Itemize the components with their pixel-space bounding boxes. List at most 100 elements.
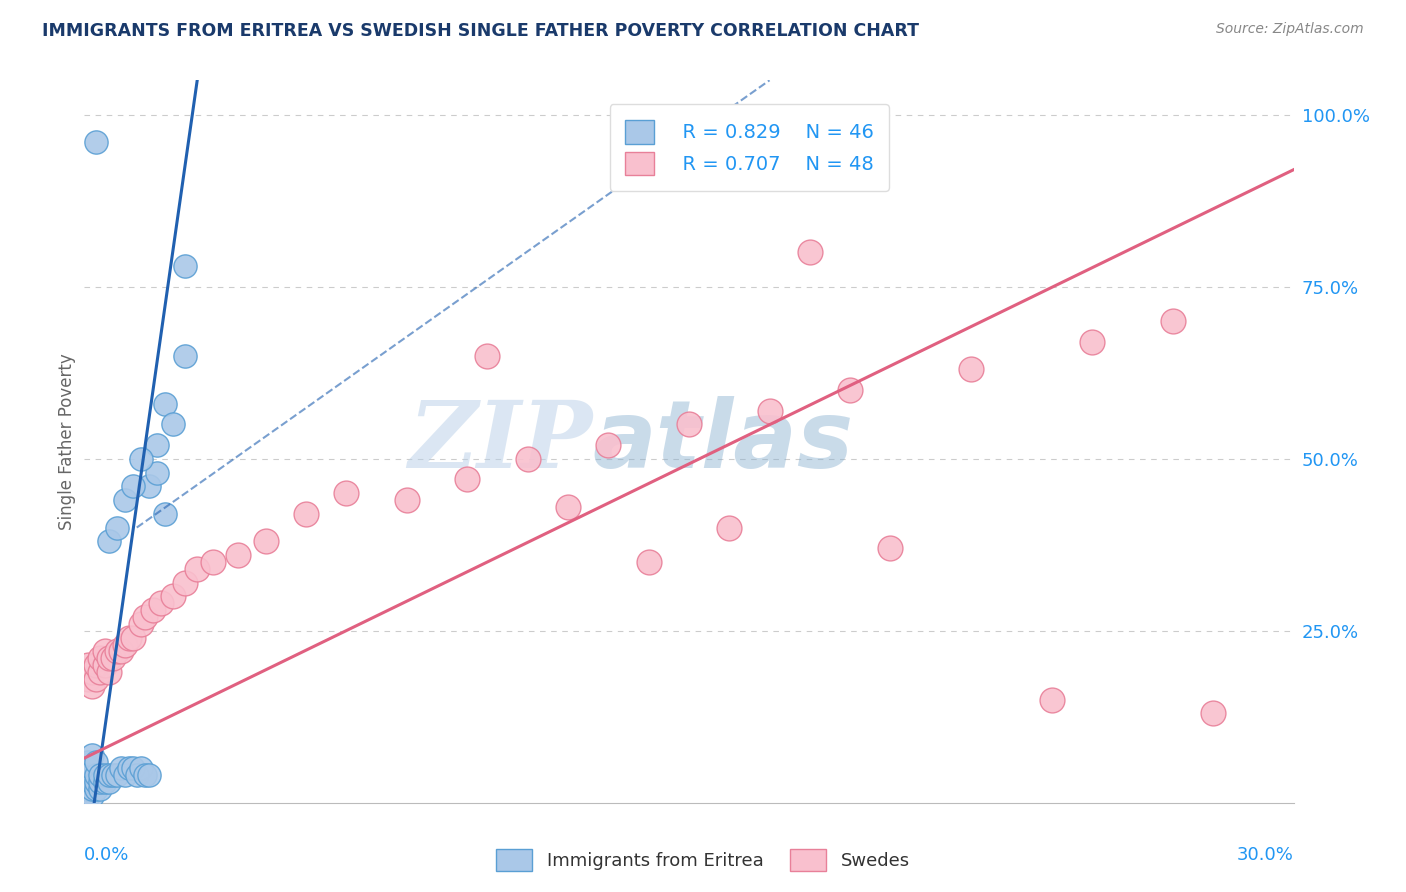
Point <box>97 665 120 679</box>
Point <box>153 397 176 411</box>
Point <box>1081 334 1104 349</box>
Point <box>1040 692 1063 706</box>
Point <box>162 417 184 432</box>
Point <box>82 761 104 775</box>
Point <box>678 417 700 432</box>
Point <box>114 638 136 652</box>
Point <box>82 747 104 762</box>
Point <box>118 761 141 775</box>
Text: IMMIGRANTS FROM ERITREA VS SWEDISH SINGLE FATHER POVERTY CORRELATION CHART: IMMIGRANTS FROM ERITREA VS SWEDISH SINGL… <box>42 22 920 40</box>
Point <box>77 789 100 803</box>
Point <box>146 466 169 480</box>
Point <box>77 761 100 775</box>
Point <box>97 534 120 549</box>
Point <box>105 768 128 782</box>
Point <box>89 665 111 679</box>
Point <box>114 493 136 508</box>
Point <box>295 507 318 521</box>
Point <box>86 768 108 782</box>
Point <box>335 486 357 500</box>
Point <box>77 782 100 797</box>
Y-axis label: Single Father Poverty: Single Father Poverty <box>58 353 76 530</box>
Point <box>138 479 160 493</box>
Text: Source: ZipAtlas.com: Source: ZipAtlas.com <box>1216 22 1364 37</box>
Point <box>226 548 249 562</box>
Point <box>101 768 124 782</box>
Point <box>77 768 100 782</box>
Point <box>82 665 104 679</box>
Point <box>77 775 100 789</box>
Point <box>101 651 124 665</box>
Point <box>456 472 478 486</box>
Point <box>879 541 901 556</box>
Point <box>960 362 983 376</box>
Point <box>718 520 741 534</box>
Point <box>77 658 100 673</box>
Text: 30.0%: 30.0% <box>1237 847 1294 864</box>
Point <box>174 575 197 590</box>
Point <box>142 603 165 617</box>
Point <box>557 500 579 514</box>
Point <box>93 768 115 782</box>
Point <box>121 631 143 645</box>
Text: ZIP: ZIP <box>408 397 592 486</box>
Point <box>118 631 141 645</box>
Point <box>93 644 115 658</box>
Point <box>105 520 128 534</box>
Point <box>129 451 152 466</box>
Point <box>121 479 143 493</box>
Point <box>121 761 143 775</box>
Point <box>82 775 104 789</box>
Point <box>105 644 128 658</box>
Point <box>1161 314 1184 328</box>
Point <box>202 555 225 569</box>
Point <box>758 403 780 417</box>
Point <box>82 679 104 693</box>
Point <box>138 768 160 782</box>
Point <box>799 245 821 260</box>
Point <box>77 672 100 686</box>
Point <box>134 610 156 624</box>
Point <box>516 451 538 466</box>
Point <box>97 651 120 665</box>
Point <box>146 438 169 452</box>
Point <box>82 789 104 803</box>
Point <box>395 493 418 508</box>
Point <box>86 672 108 686</box>
Legend:   R = 0.829    N = 46,   R = 0.707    N = 48: R = 0.829 N = 46, R = 0.707 N = 48 <box>610 104 889 191</box>
Point <box>1202 706 1225 721</box>
Point <box>598 438 620 452</box>
Point <box>97 768 120 782</box>
Point <box>89 768 111 782</box>
Point <box>86 658 108 673</box>
Point <box>93 658 115 673</box>
Point <box>93 775 115 789</box>
Text: 0.0%: 0.0% <box>84 847 129 864</box>
Point <box>89 651 111 665</box>
Point <box>477 349 499 363</box>
Point <box>86 755 108 769</box>
Point <box>82 782 104 797</box>
Point <box>110 761 132 775</box>
Point <box>86 135 108 149</box>
Point <box>129 616 152 631</box>
Point <box>149 596 172 610</box>
Point <box>89 782 111 797</box>
Point <box>86 775 108 789</box>
Point <box>110 644 132 658</box>
Point <box>153 507 176 521</box>
Point <box>86 782 108 797</box>
Point <box>174 259 197 273</box>
Point <box>114 768 136 782</box>
Point <box>77 755 100 769</box>
Point <box>174 349 197 363</box>
Point <box>254 534 277 549</box>
Point <box>134 768 156 782</box>
Point <box>637 555 659 569</box>
Text: atlas: atlas <box>592 395 853 488</box>
Point <box>186 562 208 576</box>
Point <box>162 590 184 604</box>
Point <box>125 768 148 782</box>
Legend: Immigrants from Eritrea, Swedes: Immigrants from Eritrea, Swedes <box>489 842 917 879</box>
Point <box>97 775 120 789</box>
